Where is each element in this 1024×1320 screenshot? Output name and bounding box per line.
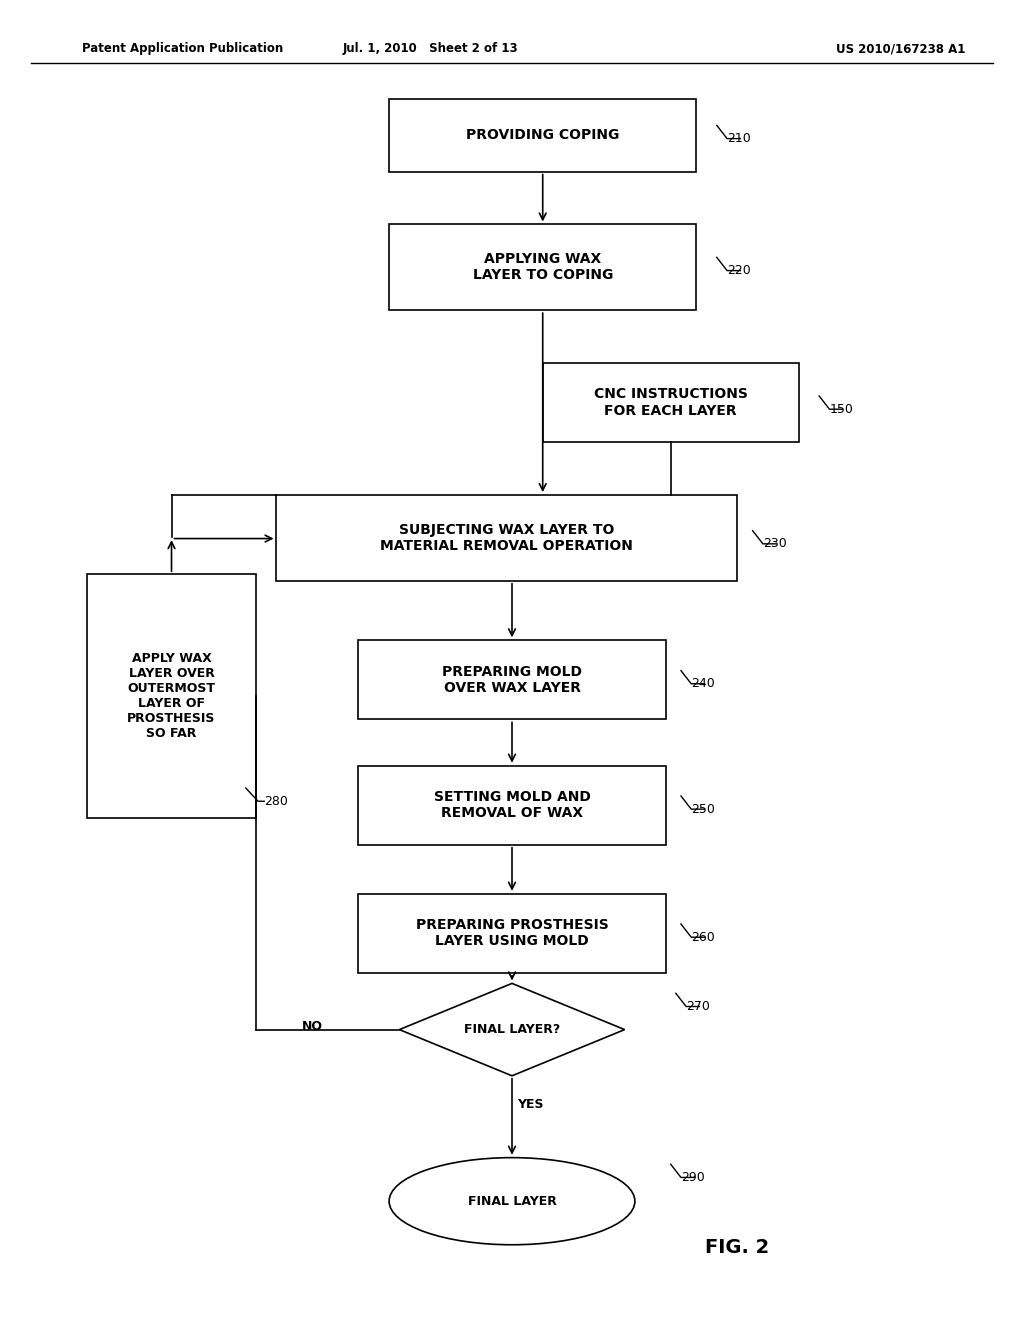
Text: 150: 150 — [829, 403, 853, 416]
Text: PREPARING MOLD
OVER WAX LAYER: PREPARING MOLD OVER WAX LAYER — [442, 665, 582, 694]
Text: Patent Application Publication: Patent Application Publication — [82, 42, 284, 55]
Text: APPLYING WAX
LAYER TO COPING: APPLYING WAX LAYER TO COPING — [472, 252, 613, 282]
Text: 250: 250 — [691, 803, 715, 816]
Text: APPLY WAX
LAYER OVER
OUTERMOST
LAYER OF
PROSTHESIS
SO FAR: APPLY WAX LAYER OVER OUTERMOST LAYER OF … — [127, 652, 216, 741]
Text: 290: 290 — [681, 1171, 705, 1184]
Text: PREPARING PROSTHESIS
LAYER USING MOLD: PREPARING PROSTHESIS LAYER USING MOLD — [416, 919, 608, 948]
FancyBboxPatch shape — [87, 574, 256, 818]
Text: 230: 230 — [763, 537, 786, 550]
Text: 220: 220 — [727, 264, 751, 277]
Text: 270: 270 — [686, 1001, 710, 1012]
Text: 210: 210 — [727, 132, 751, 145]
Polygon shape — [399, 983, 625, 1076]
Text: SETTING MOLD AND
REMOVAL OF WAX: SETTING MOLD AND REMOVAL OF WAX — [433, 791, 591, 820]
FancyBboxPatch shape — [389, 224, 696, 310]
Text: SUBJECTING WAX LAYER TO
MATERIAL REMOVAL OPERATION: SUBJECTING WAX LAYER TO MATERIAL REMOVAL… — [381, 523, 633, 553]
Text: 240: 240 — [691, 677, 715, 690]
FancyBboxPatch shape — [543, 363, 799, 442]
Ellipse shape — [389, 1158, 635, 1245]
FancyBboxPatch shape — [358, 766, 666, 845]
Text: FINAL LAYER?: FINAL LAYER? — [464, 1023, 560, 1036]
Text: CNC INSTRUCTIONS
FOR EACH LAYER: CNC INSTRUCTIONS FOR EACH LAYER — [594, 388, 748, 417]
Text: NO: NO — [302, 1020, 324, 1034]
FancyBboxPatch shape — [358, 894, 666, 973]
Text: FIG. 2: FIG. 2 — [706, 1238, 769, 1257]
Text: US 2010/167238 A1: US 2010/167238 A1 — [837, 42, 966, 55]
Text: FINAL LAYER: FINAL LAYER — [468, 1195, 556, 1208]
FancyBboxPatch shape — [389, 99, 696, 172]
FancyBboxPatch shape — [276, 495, 737, 581]
Text: 260: 260 — [691, 931, 715, 944]
Text: 280: 280 — [264, 795, 288, 808]
Text: Jul. 1, 2010   Sheet 2 of 13: Jul. 1, 2010 Sheet 2 of 13 — [342, 42, 518, 55]
FancyBboxPatch shape — [358, 640, 666, 719]
Text: PROVIDING COPING: PROVIDING COPING — [466, 128, 620, 143]
Text: YES: YES — [517, 1098, 544, 1111]
